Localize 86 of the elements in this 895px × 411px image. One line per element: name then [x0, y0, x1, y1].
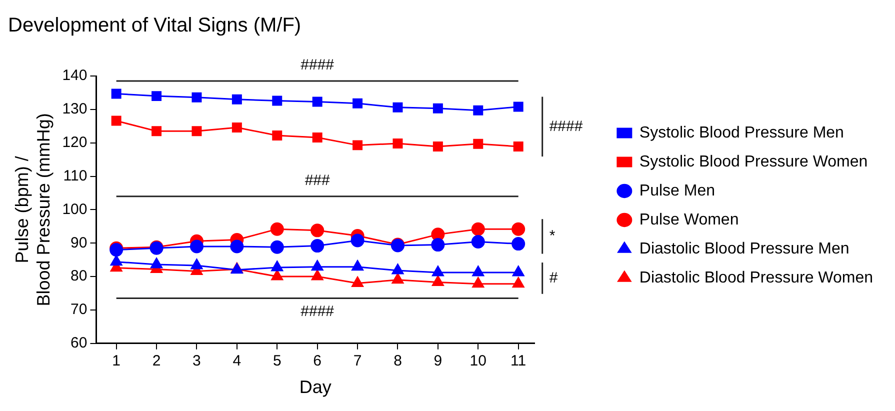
point	[152, 126, 162, 136]
point	[472, 266, 484, 276]
point	[513, 102, 524, 112]
point	[110, 255, 122, 266]
point	[272, 96, 282, 106]
y-tick-label: 100	[62, 200, 88, 218]
point	[471, 235, 485, 249]
point	[352, 98, 363, 108]
point	[431, 238, 445, 252]
chart-title: Development of Vital Signs (M/F)	[8, 14, 302, 37]
x-axis-title: Day	[299, 377, 332, 398]
point	[190, 240, 204, 254]
y-tick-label: 110	[63, 167, 88, 184]
x-tick-label: 5	[272, 352, 282, 370]
x-tick-label: 6	[313, 352, 322, 370]
point	[432, 275, 444, 286]
y-tick-label: 80	[70, 268, 88, 285]
point	[230, 240, 244, 254]
point	[271, 260, 284, 272]
point	[272, 130, 282, 140]
point	[352, 260, 364, 271]
legend-label: Systolic Blood Pressure Men	[639, 124, 844, 142]
x-tick-label: 3	[192, 352, 201, 370]
point	[311, 260, 324, 271]
point	[271, 270, 284, 280]
y-axis-title: Pulse (bpm) / Blood Pressure (mmHg)	[12, 113, 54, 306]
point	[352, 276, 364, 287]
point	[270, 222, 284, 236]
text: #	[549, 269, 558, 286]
point	[512, 237, 526, 251]
legend-label: Systolic Blood Pressure Women	[639, 153, 868, 170]
y-tick-label: 70	[70, 301, 88, 318]
point	[311, 270, 324, 280]
point	[392, 273, 404, 284]
point	[473, 138, 484, 149]
text: *	[549, 228, 556, 245]
x-tick-label: 10	[470, 352, 486, 370]
y-tick-label: 140	[62, 67, 88, 84]
point	[111, 116, 122, 126]
point	[512, 277, 524, 288]
legend-label: Pulse Men	[639, 182, 716, 200]
ref-line-label: ####	[300, 56, 335, 74]
ref-line-label: ###	[304, 172, 331, 189]
point	[512, 222, 526, 236]
y-tick-label: 120	[62, 134, 88, 151]
x-tick-label: 4	[232, 352, 242, 370]
point	[192, 92, 202, 102]
x-tick-label: 11	[510, 352, 526, 370]
legend-label: Diastolic Blood Pressure Men	[639, 240, 850, 258]
point	[350, 234, 364, 248]
x-tick-label: 9	[434, 352, 442, 370]
point	[270, 240, 284, 254]
point	[473, 105, 484, 116]
x-tick-label: 7	[353, 352, 362, 370]
point	[513, 142, 524, 152]
x-tick-label: 8	[394, 352, 402, 370]
point	[392, 138, 403, 149]
point	[190, 258, 203, 270]
y-tick-label: 60	[70, 334, 88, 352]
x-tick-label: 1	[112, 352, 120, 370]
point	[312, 132, 322, 142]
point	[312, 96, 322, 107]
point	[432, 142, 443, 152]
point	[111, 88, 122, 99]
point	[150, 258, 162, 268]
text: ####	[549, 118, 584, 135]
x-tick-label: 2	[152, 352, 161, 370]
point	[232, 122, 242, 132]
point	[310, 239, 324, 253]
legend-label: Diastolic Blood Pressure Women	[639, 269, 873, 286]
point	[392, 102, 403, 112]
point	[512, 266, 524, 276]
point	[152, 91, 162, 102]
point	[392, 264, 404, 274]
y-tick-label: 90	[70, 234, 88, 252]
point	[352, 140, 363, 150]
point	[471, 222, 485, 236]
point	[472, 277, 484, 288]
legend-label: Pulse Women	[639, 211, 739, 228]
y-tick-label: 130	[62, 100, 88, 118]
ref-line-label: ####	[300, 302, 335, 320]
point	[310, 224, 324, 238]
point	[432, 103, 443, 114]
point	[432, 266, 444, 276]
point	[192, 126, 202, 136]
point	[232, 94, 242, 104]
